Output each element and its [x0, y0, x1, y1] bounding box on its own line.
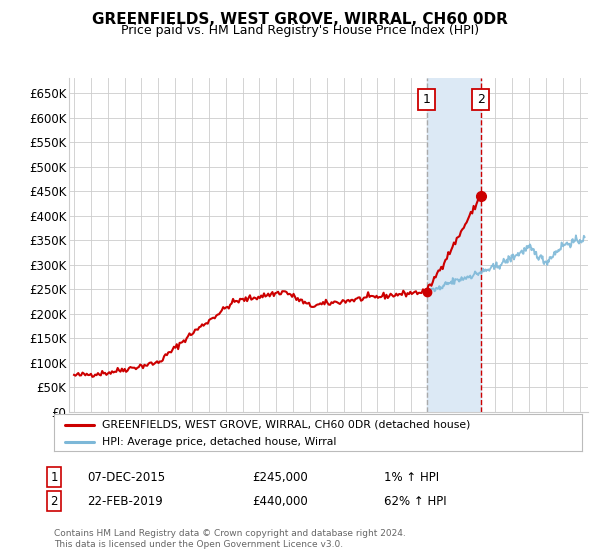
Text: Contains HM Land Registry data © Crown copyright and database right 2024.
This d: Contains HM Land Registry data © Crown c… [54, 529, 406, 549]
Text: 07-DEC-2015: 07-DEC-2015 [87, 470, 165, 484]
Text: Price paid vs. HM Land Registry's House Price Index (HPI): Price paid vs. HM Land Registry's House … [121, 24, 479, 37]
Text: 1: 1 [422, 93, 431, 106]
Text: £245,000: £245,000 [252, 470, 308, 484]
Text: 2: 2 [477, 93, 485, 106]
Bar [427, 78, 481, 412]
Text: £440,000: £440,000 [252, 494, 308, 508]
Text: 1: 1 [50, 470, 58, 484]
Text: 2: 2 [50, 494, 58, 508]
Text: 22-FEB-2019: 22-FEB-2019 [87, 494, 163, 508]
Text: GREENFIELDS, WEST GROVE, WIRRAL, CH60 0DR: GREENFIELDS, WEST GROVE, WIRRAL, CH60 0D… [92, 12, 508, 27]
Text: GREENFIELDS, WEST GROVE, WIRRAL, CH60 0DR (detached house): GREENFIELDS, WEST GROVE, WIRRAL, CH60 0D… [101, 419, 470, 430]
Text: 62% ↑ HPI: 62% ↑ HPI [384, 494, 446, 508]
Text: HPI: Average price, detached house, Wirral: HPI: Average price, detached house, Wirr… [101, 437, 336, 447]
Text: 1% ↑ HPI: 1% ↑ HPI [384, 470, 439, 484]
